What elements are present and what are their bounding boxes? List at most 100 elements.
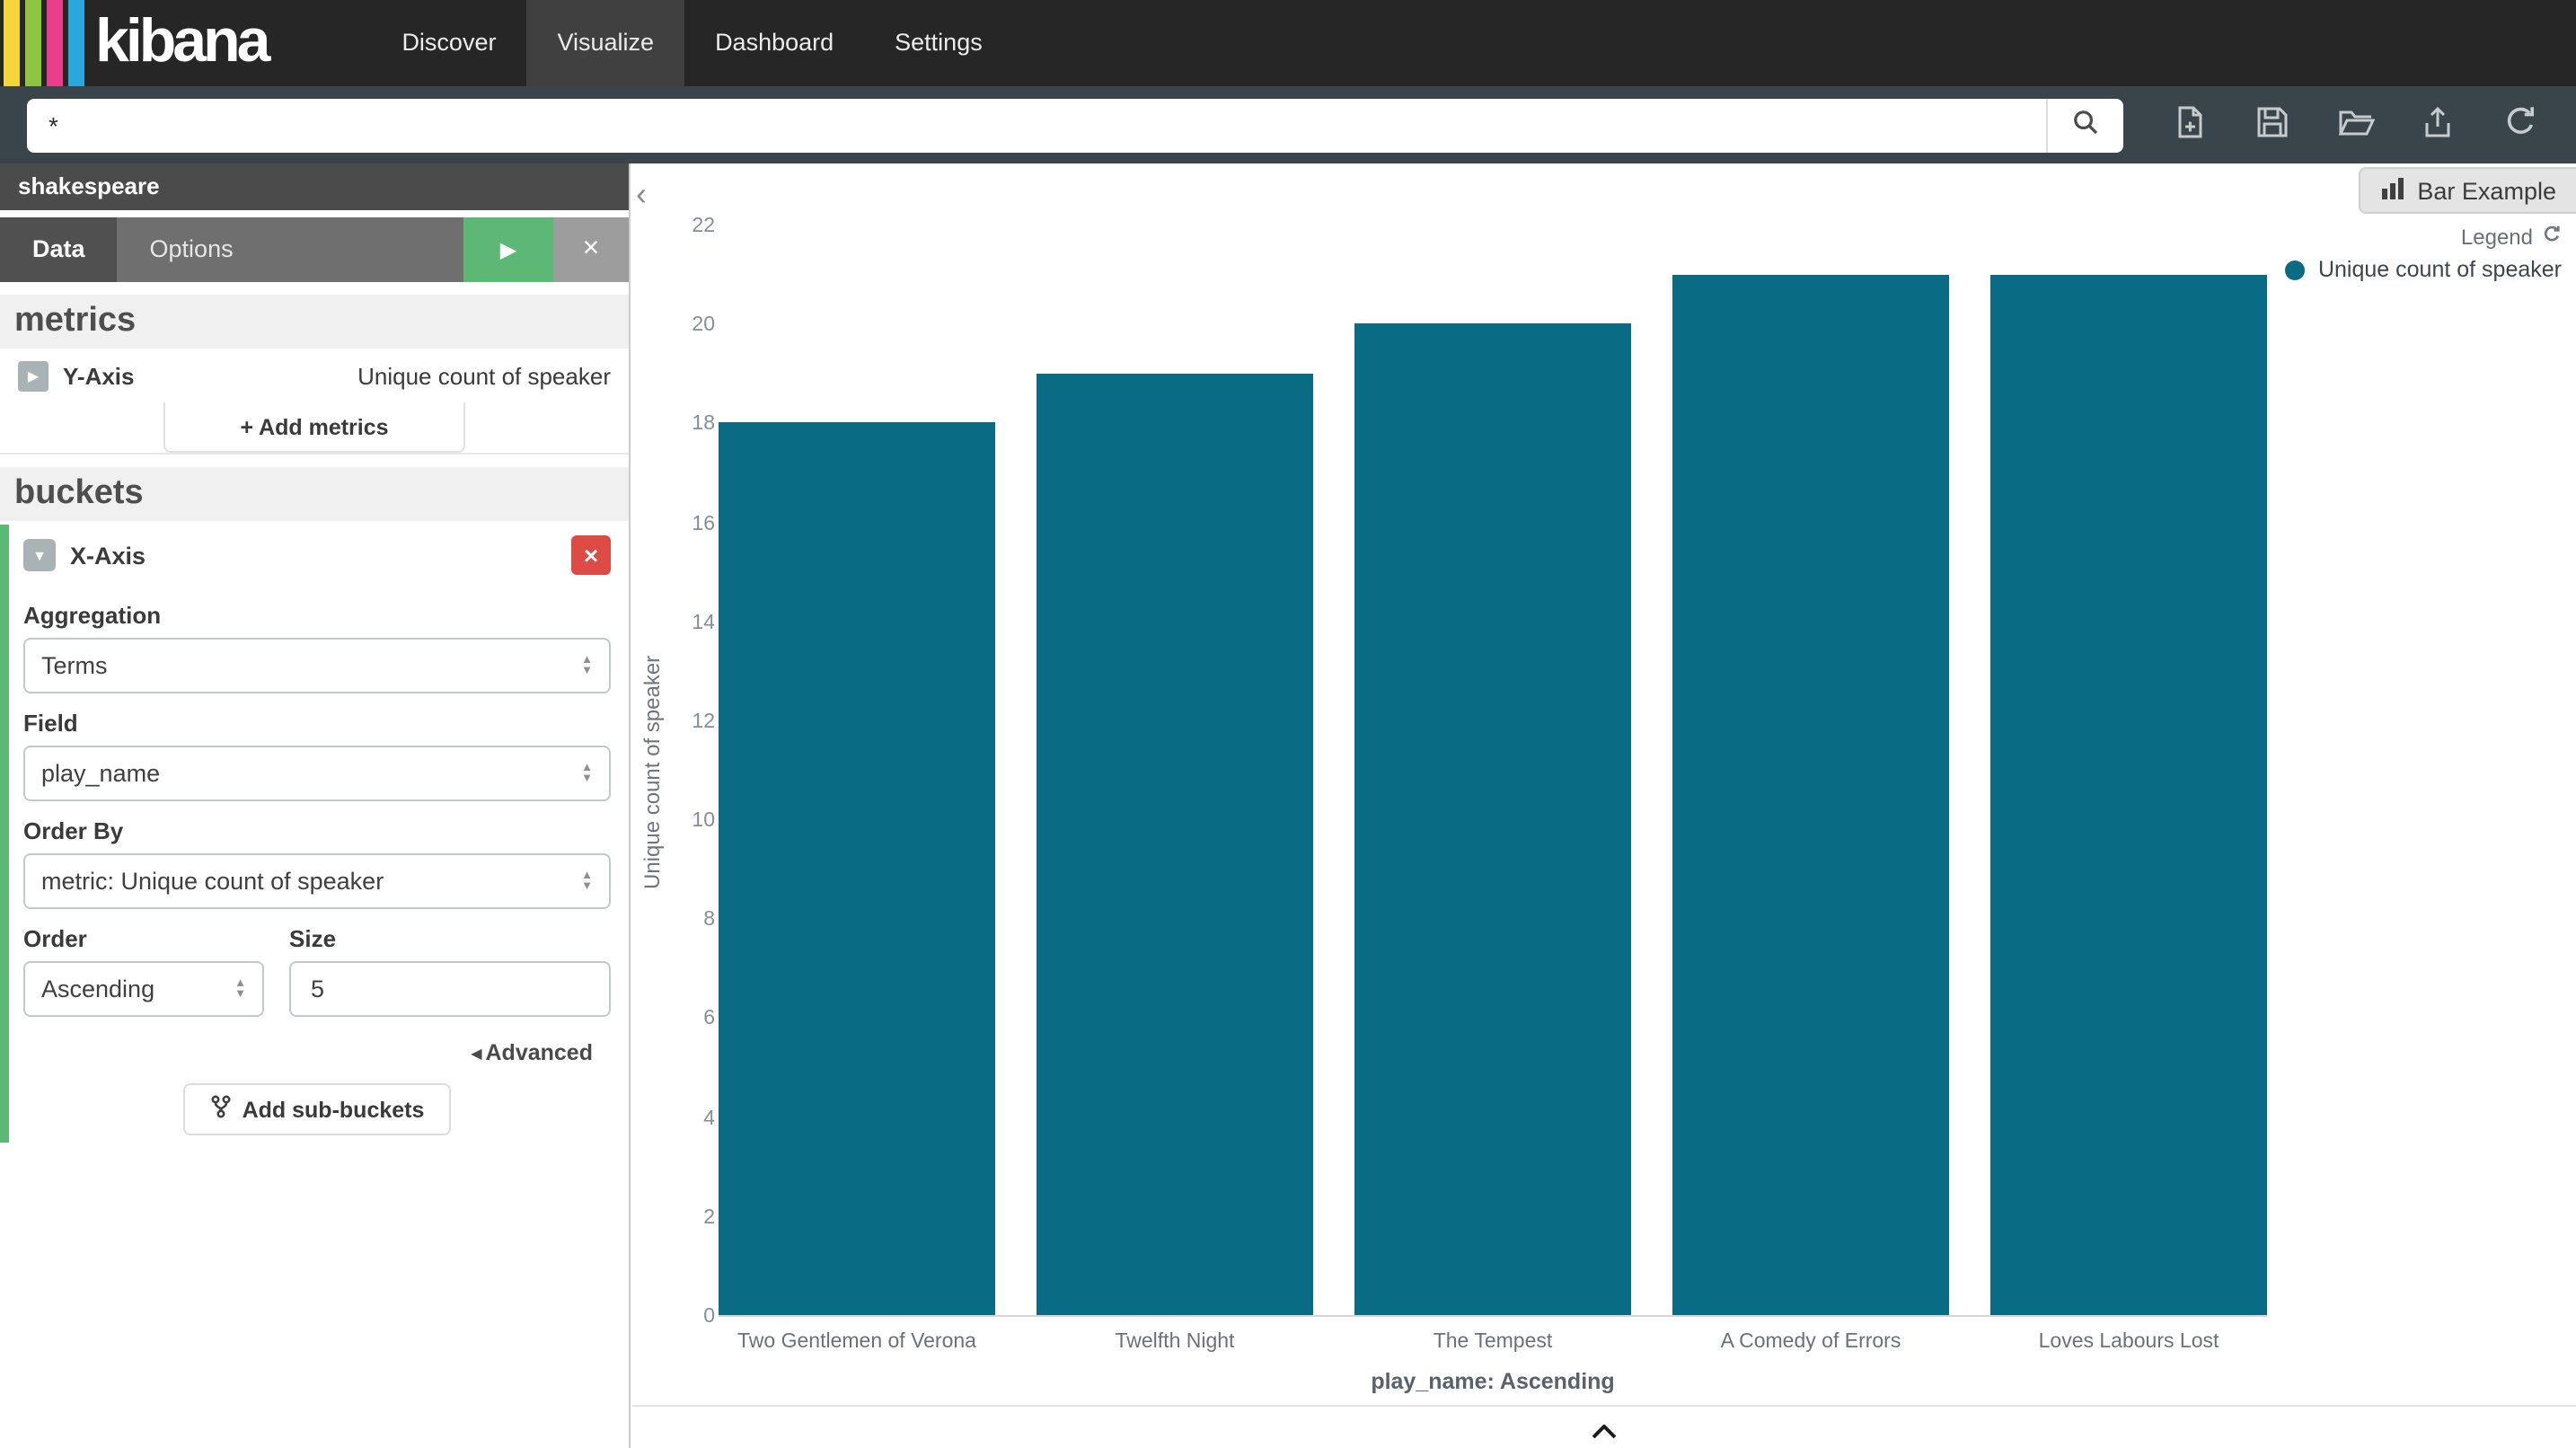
x-axis-bucket-panel: ▼ X-Axis × Aggregation Terms ▲▼ Field pl… bbox=[0, 525, 629, 1143]
tab-data[interactable]: Data bbox=[0, 217, 118, 282]
bar-twelfth-night[interactable] bbox=[1037, 374, 1313, 1315]
order-by-select[interactable]: metric: Unique count of speaker ▲▼ bbox=[23, 853, 611, 909]
y-axis-tick-label: 8 bbox=[661, 910, 715, 931]
order-select[interactable]: Ascending ▲▼ bbox=[23, 961, 264, 1017]
play-icon: ▶ bbox=[500, 237, 516, 262]
tabs-spacer bbox=[266, 217, 463, 282]
chevron-down-icon: ▼ bbox=[32, 547, 47, 563]
field-select[interactable]: play_name ▲▼ bbox=[23, 746, 611, 801]
advanced-label: Advanced bbox=[486, 1040, 594, 1065]
y-axis-tick-label: 12 bbox=[661, 711, 715, 733]
bar-the-tempest[interactable] bbox=[1354, 323, 1631, 1315]
save-icon bbox=[2254, 104, 2290, 146]
bucket-title: X-Axis bbox=[70, 542, 146, 569]
metrics-heading: metrics bbox=[0, 295, 629, 349]
legend-title: Legend bbox=[2461, 225, 2533, 250]
order-by-label: Order By bbox=[23, 817, 611, 844]
nav-item-visualize[interactable]: Visualize bbox=[526, 0, 684, 86]
open-folder-icon bbox=[2336, 104, 2374, 146]
apply-changes-button[interactable]: ▶ bbox=[463, 217, 553, 282]
aggregation-select[interactable]: Terms ▲▼ bbox=[23, 638, 611, 693]
y-axis-tick-label: 14 bbox=[661, 612, 715, 633]
query-bar bbox=[0, 86, 2576, 163]
legend-item-label: Unique count of speaker bbox=[2318, 257, 2562, 282]
bar-two-gentlemen-of-verona[interactable] bbox=[719, 423, 995, 1315]
legend-toggle[interactable]: Legend bbox=[2461, 225, 2562, 250]
vis-name-label: Bar Example bbox=[2417, 177, 2556, 204]
vis-name-chip[interactable]: Bar Example bbox=[2358, 167, 2576, 214]
add-sub-buckets-button[interactable]: Add sub-buckets bbox=[183, 1083, 452, 1135]
nav-item-discover[interactable]: Discover bbox=[371, 0, 526, 86]
add-metrics-row: + Add metrics bbox=[0, 402, 629, 455]
share-visualization-button[interactable] bbox=[2418, 105, 2457, 145]
y-axis-tick-label: 22 bbox=[661, 216, 715, 237]
order-label: Order bbox=[23, 925, 264, 952]
aggregation-label: Aggregation bbox=[23, 602, 611, 629]
collapse-bucket-button[interactable]: ▼ bbox=[23, 539, 56, 571]
primary-nav: Discover Visualize Dashboard Settings bbox=[371, 0, 1012, 86]
nav-item-settings[interactable]: Settings bbox=[864, 0, 1013, 86]
kibana-logo-stripes-icon bbox=[0, 0, 84, 86]
refresh-button[interactable] bbox=[2501, 105, 2540, 145]
order-by-selected-value: metric: Unique count of speaker bbox=[41, 868, 384, 895]
order-size-row: Order Ascending ▲▼ Size bbox=[23, 909, 611, 1017]
x-axis-category-label: A Comedy of Errors bbox=[1672, 1331, 1949, 1353]
legend-color-dot bbox=[2286, 260, 2306, 279]
x-axis-category-labels: Two Gentlemen of Verona Twelfth Night The … bbox=[719, 1331, 2267, 1353]
chevron-left-icon: ‹ bbox=[636, 176, 647, 212]
y-axis-tick-label: 20 bbox=[661, 314, 715, 336]
x-axis-category-label: The Tempest bbox=[1354, 1331, 1631, 1353]
open-visualization-button[interactable] bbox=[2335, 105, 2375, 145]
size-input[interactable] bbox=[289, 961, 611, 1017]
select-stepper-icon: ▲▼ bbox=[581, 656, 593, 675]
x-axis-category-label: Twelfth Night bbox=[1037, 1331, 1313, 1353]
chevron-left-icon: ◀ bbox=[471, 1046, 481, 1062]
legend-refresh-icon bbox=[2542, 225, 2562, 250]
brand-title: kibana bbox=[84, 0, 281, 86]
spy-panel-toggle[interactable] bbox=[1572, 1414, 1636, 1448]
y-axis-tick-labels: 0246810121416182022 bbox=[661, 226, 715, 1317]
expand-metric-icon[interactable]: ▶ bbox=[18, 360, 49, 391]
add-metrics-button[interactable]: + Add metrics bbox=[163, 402, 465, 453]
kibana-logo[interactable]: kibana bbox=[0, 0, 281, 86]
advanced-toggle-link[interactable]: ◀ Advanced bbox=[23, 1040, 593, 1065]
branch-icon bbox=[210, 1094, 232, 1125]
x-axis-category-label: Loves Labours Lost bbox=[1990, 1331, 2267, 1353]
select-stepper-icon: ▲▼ bbox=[581, 764, 593, 783]
index-pattern-header: shakespeare bbox=[0, 163, 629, 210]
search-button[interactable] bbox=[2046, 98, 2123, 152]
bar-chart-icon bbox=[2379, 175, 2404, 206]
chevron-up-icon bbox=[1590, 1417, 1619, 1444]
y-axis-tick-label: 6 bbox=[661, 1009, 715, 1030]
query-input[interactable] bbox=[27, 98, 2046, 152]
add-sub-buckets-label: Add sub-buckets bbox=[243, 1097, 425, 1122]
field-label: Field bbox=[23, 710, 611, 737]
save-visualization-button[interactable] bbox=[2253, 105, 2292, 145]
x-axis-category-label: Two Gentlemen of Verona bbox=[719, 1331, 995, 1353]
y-axis-tick-label: 2 bbox=[661, 1207, 715, 1229]
legend-item[interactable]: Unique count of speaker bbox=[2286, 257, 2562, 282]
close-icon: × bbox=[583, 234, 600, 264]
y-axis-tick-label: 0 bbox=[661, 1306, 715, 1328]
kibana-app: kibana Discover Visualize Dashboard Sett… bbox=[0, 0, 2576, 1448]
y-axis-metric-row[interactable]: ▶ Y-Axis Unique count of speaker bbox=[0, 349, 629, 402]
discard-changes-button[interactable]: × bbox=[553, 217, 629, 282]
field-selected-value: play_name bbox=[41, 760, 160, 787]
tab-options[interactable]: Options bbox=[118, 217, 266, 282]
close-icon: × bbox=[584, 541, 598, 569]
y-axis-tick-label: 16 bbox=[661, 513, 715, 534]
export-icon bbox=[2420, 104, 2456, 146]
metric-axis-label: Y-Axis bbox=[63, 362, 135, 389]
bucket-header: ▼ X-Axis × bbox=[23, 525, 611, 586]
collapse-sidebar-chevron[interactable]: ‹ bbox=[636, 178, 647, 210]
remove-bucket-button[interactable]: × bbox=[571, 535, 611, 575]
nav-item-dashboard[interactable]: Dashboard bbox=[684, 0, 864, 86]
bar-a-comedy-of-errors[interactable] bbox=[1672, 274, 1949, 1315]
y-axis-tick-label: 10 bbox=[661, 810, 715, 832]
chart-bottom-divider bbox=[632, 1405, 2576, 1407]
bar-loves-labours-lost[interactable] bbox=[1990, 274, 2267, 1315]
order-selected-value: Ascending bbox=[41, 976, 154, 1002]
buckets-heading: buckets bbox=[0, 467, 629, 521]
y-axis-tick-label: 4 bbox=[661, 1108, 715, 1129]
new-visualization-button[interactable] bbox=[2170, 105, 2210, 145]
